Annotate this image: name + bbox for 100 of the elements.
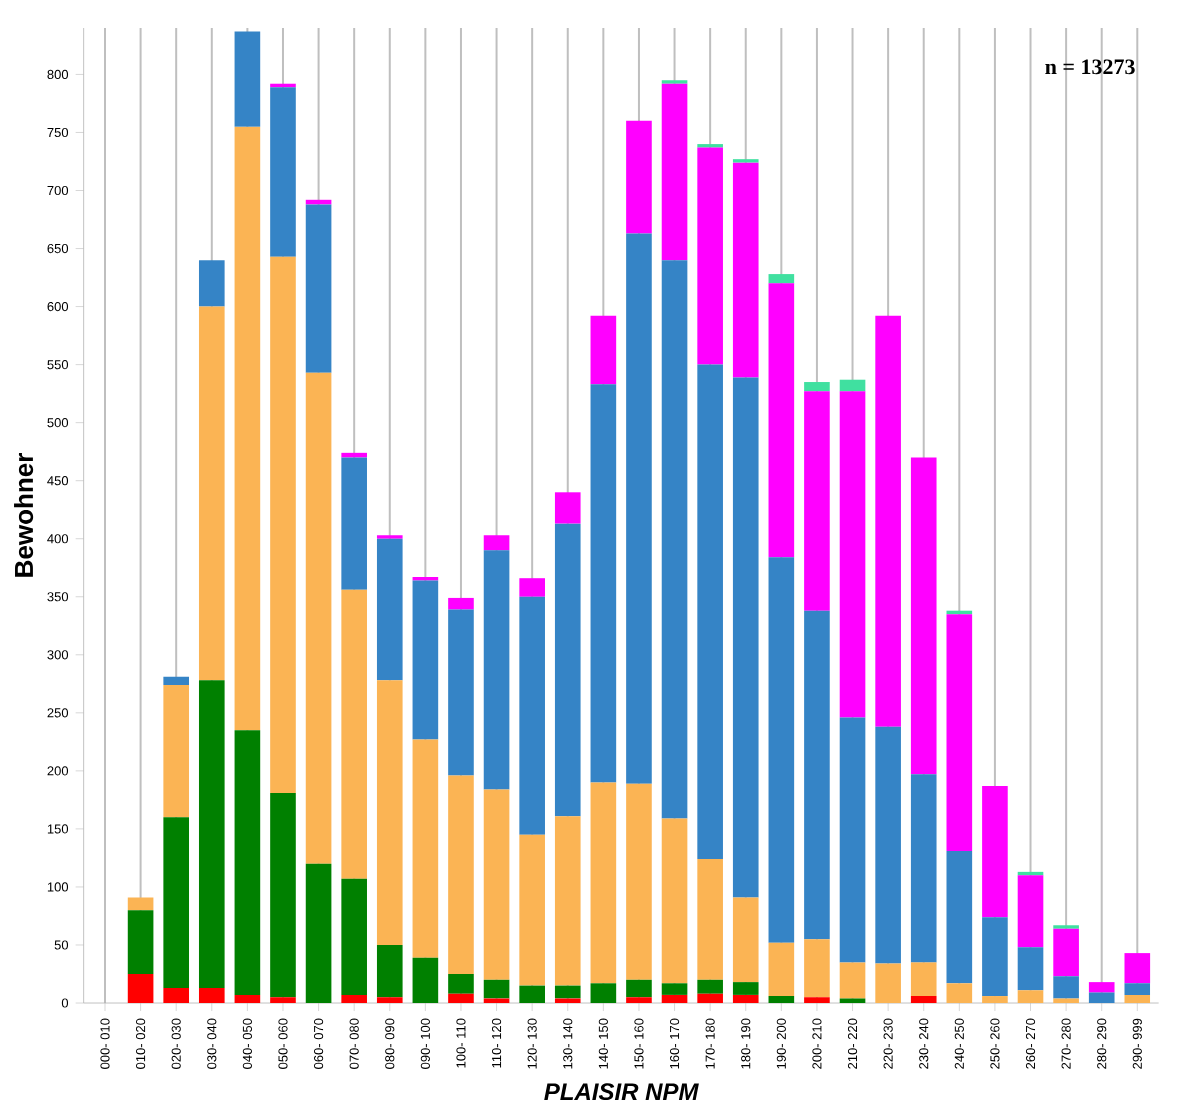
bar <box>412 739 439 958</box>
bar <box>697 144 723 148</box>
x-tick-label: 090- 100 <box>420 1018 430 1069</box>
x-tick-label: 010- 020 <box>136 1018 146 1069</box>
bar <box>412 580 439 740</box>
bar <box>768 274 795 284</box>
y-tick-label: 150 <box>47 824 69 834</box>
x-axis-title: PLAISIR NPM <box>544 1083 699 1101</box>
bar <box>234 994 261 1004</box>
bar <box>839 998 866 1004</box>
bar <box>1088 992 1115 1004</box>
bar <box>1088 982 1115 993</box>
bar <box>804 997 830 1004</box>
annotation: n = 13273 <box>1045 59 1135 75</box>
bar <box>448 775 474 974</box>
bar <box>590 315 617 385</box>
x-tick-label: 160- 170 <box>669 1018 680 1069</box>
bar <box>661 260 688 819</box>
bar <box>519 985 545 1004</box>
bar <box>732 377 759 898</box>
bar <box>198 680 225 988</box>
y-tick-label: 600 <box>47 301 69 312</box>
y-tick-label: 550 <box>47 360 69 370</box>
bar <box>732 897 759 983</box>
bar <box>590 983 617 1004</box>
y-tick-label: 350 <box>47 592 69 602</box>
bar <box>626 997 652 1004</box>
bar <box>270 256 296 793</box>
bar <box>661 83 688 261</box>
y-tick-label: 400 <box>47 534 69 544</box>
bar <box>732 994 759 1004</box>
x-tick-label: 210- 220 <box>847 1018 858 1069</box>
bar <box>697 979 723 994</box>
bar <box>732 159 759 163</box>
x-tick-label: 060- 070 <box>313 1018 324 1069</box>
bar <box>839 717 866 963</box>
bar <box>982 785 1008 918</box>
bar <box>198 306 225 681</box>
bar <box>982 917 1008 997</box>
bar <box>1053 928 1079 977</box>
y-tick-label: 750 <box>47 127 69 138</box>
bar <box>661 994 688 1004</box>
x-tick-label: 250- 260 <box>990 1018 1000 1069</box>
bar <box>661 983 688 995</box>
x-tick-label: 070- 080 <box>349 1018 359 1069</box>
bar <box>198 260 225 307</box>
y-tick-label: 500 <box>47 418 69 428</box>
bar <box>910 457 937 775</box>
bar <box>341 994 367 1004</box>
bar <box>483 998 510 1004</box>
bar <box>448 609 474 776</box>
bar <box>626 979 652 998</box>
bar <box>768 942 795 997</box>
bar <box>519 596 545 835</box>
bar <box>376 997 403 1004</box>
bar <box>697 859 723 980</box>
bar <box>554 985 581 999</box>
bar <box>341 878 367 995</box>
bar <box>483 550 510 790</box>
x-tick-label: 290- 999 <box>1132 1018 1142 1069</box>
bar <box>910 996 937 1004</box>
x-tick-label: 080- 090 <box>385 1018 395 1069</box>
bar <box>1124 953 1151 984</box>
bar <box>305 204 332 373</box>
x-tick-label: 220- 230 <box>883 1018 893 1069</box>
x-tick-label: 000- 010 <box>100 1018 110 1069</box>
bar <box>697 147 723 365</box>
bar <box>768 283 795 558</box>
bar <box>1017 990 1044 1004</box>
bar <box>590 782 617 984</box>
bar <box>376 538 403 681</box>
bar <box>839 391 866 718</box>
bar <box>661 80 688 84</box>
bar <box>448 597 474 610</box>
bar <box>910 962 937 997</box>
y-tick-label: 200 <box>47 766 69 776</box>
bar <box>376 680 403 945</box>
bar <box>804 391 830 611</box>
bar <box>483 535 510 551</box>
bar <box>341 457 367 590</box>
bar <box>875 726 901 964</box>
x-tick-label: 130- 140 <box>563 1018 573 1069</box>
x-tick-label: 020- 030 <box>171 1018 181 1069</box>
bar <box>163 684 190 818</box>
x-tick-label: 180- 190 <box>741 1018 751 1069</box>
bar <box>768 996 795 1004</box>
bar <box>626 233 652 784</box>
y-tick-label: 650 <box>47 243 69 254</box>
bar <box>1053 976 1079 999</box>
bar <box>554 998 581 1004</box>
bar <box>1124 994 1151 1004</box>
bar <box>483 979 510 999</box>
x-tick-label: 190- 200 <box>776 1018 786 1069</box>
x-tick-label: 050- 060 <box>278 1018 288 1069</box>
bar <box>234 31 261 127</box>
y-axis-title: Bewohner <box>14 453 34 577</box>
bar <box>982 996 1008 1004</box>
bar <box>839 962 866 999</box>
x-tick-label: 260- 270 <box>1025 1018 1036 1069</box>
bar <box>554 492 581 524</box>
